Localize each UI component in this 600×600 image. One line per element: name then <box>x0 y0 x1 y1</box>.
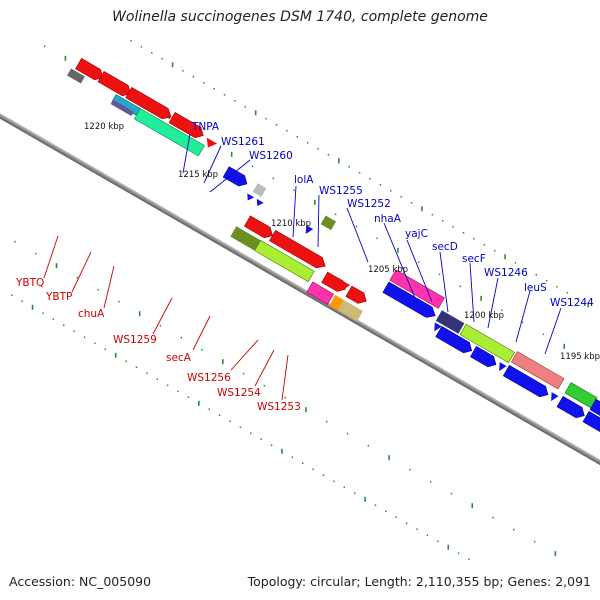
gene-arrow-blue-secd[interactable] <box>435 326 475 355</box>
genome-backbone <box>0 40 600 544</box>
gene-arrow-red-ws1259b[interactable] <box>269 230 329 271</box>
gene-arrow-blue-nhaa[interactable] <box>431 322 442 333</box>
scale-ticks <box>11 39 590 561</box>
gene-arrow-blue-ws1255[interactable] <box>382 281 438 321</box>
gene-box-lime-secd[interactable] <box>459 323 516 364</box>
scale-label-1195: 1195 kbp <box>560 352 600 362</box>
gene-label-ybtq[interactable]: YBTQ <box>15 277 44 289</box>
gene-arrow-blue-small-leus[interactable] <box>548 392 559 403</box>
gene-label-ws1244[interactable]: WS1244 <box>550 297 594 309</box>
gene-label-ws1252[interactable]: WS1252 <box>347 198 391 210</box>
scale-label-1205: 1205 kbp <box>368 265 408 275</box>
gene-label-yajc[interactable]: yajC <box>405 228 428 240</box>
gene-label-ybtp[interactable]: YBTP <box>45 291 72 303</box>
gene-label-secf[interactable]: secF <box>462 253 486 265</box>
gene-features <box>67 57 600 434</box>
gene-arrow-blue-small-secf[interactable] <box>496 362 507 373</box>
gene-arrow-red-3[interactable] <box>125 86 174 122</box>
gene-label-ws1246[interactable]: WS1246 <box>484 267 528 279</box>
scale-label-1215: 1215 kbp <box>178 170 218 180</box>
gene-box-olive-ws1259[interactable] <box>230 226 261 251</box>
gene-arrow-blue-small-2[interactable] <box>254 198 264 208</box>
gene-label-ws1253[interactable]: WS1253 <box>257 401 301 413</box>
gene-arrow-blue-leus[interactable] <box>502 365 551 399</box>
gene-arrow-blue-secf[interactable] <box>470 346 499 369</box>
gene-box-spring[interactable] <box>133 108 205 157</box>
scale-label-1210: 1210 kbp <box>271 219 311 229</box>
gene-arrow-blue-ws1244b[interactable] <box>582 411 600 434</box>
gene-label-ws1255[interactable]: WS1255 <box>319 185 363 197</box>
gene-arrow-red-ws1259a[interactable] <box>243 215 275 241</box>
gene-arrow-blue-small-1[interactable] <box>244 193 255 202</box>
gene-arrow-blue-ws1261[interactable] <box>222 166 250 189</box>
gene-box-magenta-ws1256[interactable] <box>306 281 334 305</box>
scale-label-1220: 1220 kbp <box>84 122 124 132</box>
gene-label-secd[interactable]: secD <box>432 241 458 253</box>
gene-label-ws1259[interactable]: WS1259 <box>113 334 157 346</box>
label-leaders <box>43 133 562 401</box>
gene-labels-plus: TNPA WS1261 WS1260 lolA WS1255 WS1252 nh… <box>191 121 594 309</box>
gene-arrow-red-5[interactable] <box>203 137 218 151</box>
gene-box-gray-left[interactable] <box>67 68 85 84</box>
accession-text: Accession: NC_005090 <box>9 574 152 589</box>
gene-arrow-red-4[interactable] <box>168 111 206 140</box>
gene-box-olive-lola[interactable] <box>320 215 337 231</box>
gene-label-ws1261[interactable]: WS1261 <box>221 136 265 148</box>
gene-arrow-blue-ws1244c[interactable] <box>589 398 600 422</box>
page-title: Wolinella succinogenes DSM 1740, complet… <box>112 9 488 25</box>
scale-labels: 1220 kbp 1215 kbp 1210 kbp 1205 kbp 1200… <box>84 122 600 362</box>
gene-label-leus[interactable]: leuS <box>524 282 547 294</box>
gene-arrow-red-small[interactable] <box>339 281 351 292</box>
gene-box-purple[interactable] <box>110 99 134 117</box>
gene-box-indigo-nhaa[interactable] <box>435 310 465 334</box>
gene-box-khaki-ws1253[interactable] <box>337 299 363 322</box>
gene-label-lola[interactable]: lolA <box>294 174 314 186</box>
gene-label-tnpa[interactable]: TNPA <box>191 121 220 133</box>
gene-box-salmon-ws1246[interactable] <box>510 351 565 390</box>
gene-label-nhaa[interactable]: nhaA <box>374 213 402 225</box>
gene-arrow-red-1[interactable] <box>75 57 106 82</box>
gene-box-orange-ws1254[interactable] <box>329 294 344 311</box>
gene-label-ws1254[interactable]: WS1254 <box>217 387 261 399</box>
genome-stats-text: Topology: circular; Length: 2,110,355 bp… <box>247 574 591 589</box>
scale-label-1200: 1200 kbp <box>464 311 504 321</box>
gene-arrow-blue-ws1244[interactable] <box>556 396 587 420</box>
gene-arrow-red-ws1254[interactable] <box>345 285 369 306</box>
gene-arrow-red-ws1256[interactable] <box>321 271 349 294</box>
gene-label-ws1256[interactable]: WS1256 <box>187 372 231 384</box>
gene-label-ws1260[interactable]: WS1260 <box>249 150 293 162</box>
gene-box-gray-tnpa[interactable] <box>252 183 267 197</box>
gene-box-lime-seca[interactable] <box>254 239 315 283</box>
gene-labels-minus: YBTQ YBTP chuA WS1259 secA WS1256 WS1254… <box>15 277 301 413</box>
gene-label-seca[interactable]: secA <box>166 352 192 364</box>
gene-label-chua[interactable]: chuA <box>78 308 105 320</box>
gene-arrow-red-2[interactable] <box>97 70 133 98</box>
gene-arrow-blue-lola[interactable] <box>302 225 314 236</box>
